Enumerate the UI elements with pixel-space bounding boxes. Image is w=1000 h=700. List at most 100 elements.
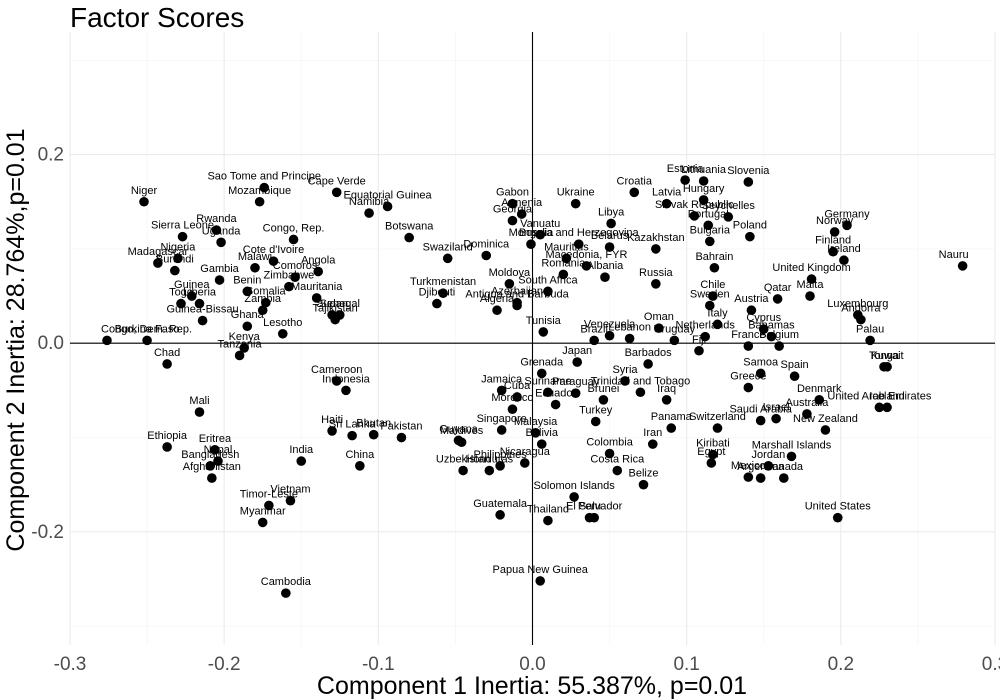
point-label: Panama	[651, 411, 693, 423]
point-label: Lithuania	[681, 164, 727, 176]
data-point	[745, 231, 755, 242]
point-label: Gabon	[496, 187, 529, 199]
data-point	[706, 458, 717, 468]
point-label: Armenia	[501, 197, 543, 209]
data-point	[264, 500, 274, 511]
data-point	[512, 300, 522, 311]
point-label: Malawi	[238, 251, 272, 263]
data-point	[589, 335, 599, 346]
point-label: Paraguay	[552, 376, 600, 388]
point-label: France	[731, 329, 765, 341]
point-label: Brunei	[588, 383, 620, 395]
data-point	[561, 253, 572, 264]
point-label: Libya	[598, 206, 625, 218]
data-point	[802, 409, 812, 419]
point-label: Nicaragua	[500, 446, 551, 458]
point-label: United Arab Emirates	[827, 390, 931, 402]
point-label: Cote d'Ivoire	[243, 244, 304, 256]
point-label: Tajikistan	[313, 303, 358, 315]
data-point	[743, 382, 754, 393]
point-label: Maldives	[440, 425, 484, 437]
point-label: Chile	[700, 279, 725, 291]
data-point	[570, 388, 581, 398]
data-point	[755, 473, 766, 483]
data-point	[689, 211, 700, 221]
data-point	[704, 236, 715, 247]
point-label: Moldova	[489, 267, 531, 279]
data-point	[536, 368, 547, 379]
data-point	[484, 465, 495, 476]
point-label: Djibouti	[419, 287, 456, 299]
data-point	[341, 385, 351, 396]
data-point	[496, 425, 507, 435]
data-point	[313, 266, 324, 277]
data-point	[442, 253, 453, 264]
x-axis-label: Component 1 Inertia: 55.387%, p=0.01	[317, 672, 747, 700]
point-label: Congo, Rep.	[263, 222, 325, 234]
point-label: Italy	[707, 307, 728, 319]
point-label: Mozambique	[228, 185, 291, 197]
data-point	[612, 465, 623, 476]
data-point	[806, 274, 817, 284]
data-point	[882, 361, 892, 372]
data-point	[651, 244, 661, 254]
point-label: Ecuador	[535, 388, 576, 400]
point-label: Poland	[733, 220, 767, 232]
point-label: Singapore	[477, 413, 527, 425]
data-point	[538, 327, 549, 337]
reference-lines	[70, 32, 995, 645]
point-label: Malaysia	[514, 416, 558, 428]
point-label: Guyana	[439, 423, 478, 435]
point-label: India	[289, 444, 314, 456]
data-point	[743, 177, 754, 187]
data-point	[257, 305, 268, 316]
point-label: Comoros	[273, 260, 318, 272]
point-label: Bhutan	[356, 418, 391, 430]
point-label: Namibia	[349, 196, 390, 208]
data-point	[536, 439, 547, 449]
point-label: Antigua and Barbuda	[465, 288, 569, 300]
point-label: Peru	[578, 501, 601, 513]
data-point	[666, 423, 677, 433]
point-label: Suriname	[524, 375, 571, 387]
data-point	[194, 407, 205, 417]
point-label: Samoa	[743, 356, 779, 368]
point-label: Mauritania	[291, 281, 343, 293]
point-label: Brazil	[580, 323, 608, 335]
data-point	[708, 291, 718, 301]
data-point	[330, 314, 340, 325]
data-point	[698, 176, 709, 186]
point-label: Andorra	[841, 303, 881, 315]
data-point	[519, 458, 530, 468]
point-label: Ireland	[827, 243, 861, 255]
point-label: Nigeria	[160, 241, 196, 253]
data-point	[177, 231, 188, 242]
point-label: Algeria	[480, 293, 515, 305]
point-label: Trinidad and Tobago	[591, 375, 691, 387]
point-label: Palau	[856, 323, 884, 335]
data-point	[856, 314, 866, 325]
data-point	[311, 293, 322, 303]
point-label: Oman	[644, 311, 674, 323]
point-label: Niger	[131, 185, 158, 197]
point-label: Jordan	[752, 449, 786, 461]
data-point	[268, 256, 279, 266]
data-point	[285, 495, 296, 506]
data-point	[194, 298, 205, 309]
point-label: Sweden	[690, 288, 730, 300]
data-point	[139, 196, 149, 207]
data-point	[516, 209, 527, 219]
point-label: Bahrain	[695, 251, 733, 263]
data-point	[404, 232, 414, 243]
data-point	[382, 201, 393, 212]
point-label: Kuwait	[871, 350, 904, 362]
data-point	[543, 286, 553, 297]
data-point	[723, 212, 734, 222]
point-label: Slovenia	[727, 165, 770, 177]
point-label: New Zealand	[793, 413, 858, 425]
x-tick-label: -0.1	[362, 654, 395, 675]
point-label: Madagascar	[128, 246, 189, 258]
point-label: Papua New Guinea	[493, 564, 589, 576]
point-label: Colombia	[586, 437, 633, 449]
